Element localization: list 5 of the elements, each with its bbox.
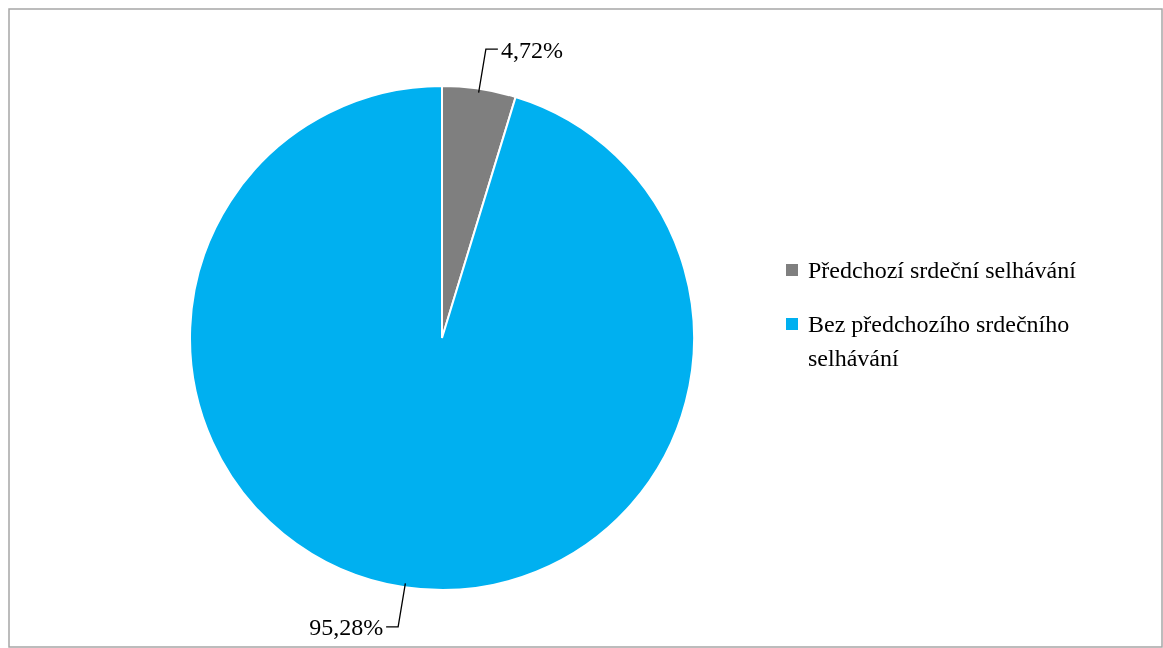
pie-slice	[189, 85, 695, 591]
data-label: 4,72%	[500, 36, 563, 63]
legend-label: Předchozí srdeční selhávání	[808, 257, 1077, 284]
legend-label: Bez předchozího srdečního selhávání	[808, 311, 1070, 371]
data-label: 95,28%	[309, 614, 384, 641]
